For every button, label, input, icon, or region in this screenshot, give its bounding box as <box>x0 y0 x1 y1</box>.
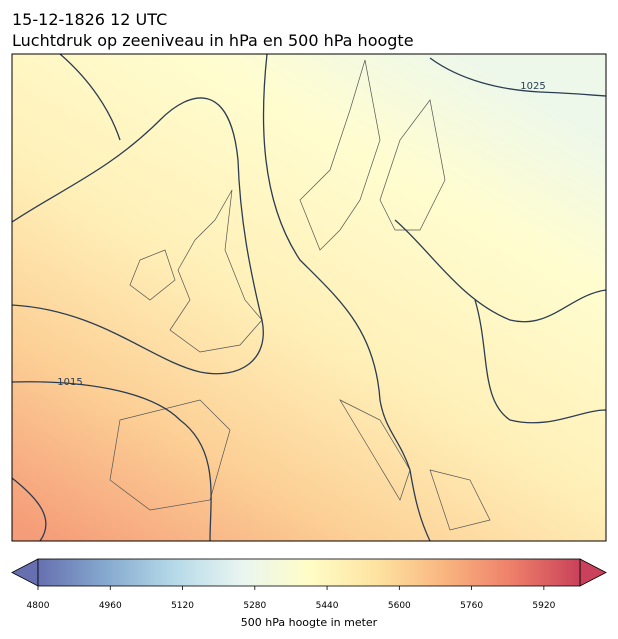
colorbar-label: 500 hPa hoogte in meter <box>241 616 378 629</box>
colorbar-tick-label: 5440 <box>316 601 339 611</box>
map: 1025 1015 <box>12 54 606 541</box>
colorbar-extend <box>11 558 39 587</box>
isobar <box>12 97 264 375</box>
isobar <box>394 219 606 323</box>
isobar <box>262 54 431 541</box>
title: 15-12-1826 12 UTC <box>12 10 167 29</box>
coastline <box>109 59 491 531</box>
colorbar-tick-label: 4800 <box>27 601 50 611</box>
subtitle: Luchtdruk op zeeniveau in hPa en 500 hPa… <box>12 31 414 50</box>
colorbar: 4800 4960 5120 5280 5440 5600 5760 5920 <box>11 558 607 611</box>
map-frame <box>11 53 607 542</box>
isobar <box>429 57 606 97</box>
colorbar-extend <box>579 558 607 587</box>
isobar <box>474 299 606 424</box>
isobar-label: 1025 <box>520 81 545 92</box>
colorbar-tick-label: 5920 <box>532 601 555 611</box>
isobar <box>12 477 47 541</box>
colorbar-tick-label: 5280 <box>243 601 266 611</box>
colorbar-tick-label: 5600 <box>388 601 411 611</box>
colorbar-tick-label: 5760 <box>460 601 483 611</box>
isobar-label: 1015 <box>57 377 82 388</box>
colorbar-body <box>37 558 581 587</box>
colorbar-tick-label: 5120 <box>171 601 194 611</box>
colorbar-tick-label: 4960 <box>99 601 122 611</box>
isobar <box>59 54 121 141</box>
isobar <box>12 381 212 541</box>
height-field <box>12 54 606 541</box>
